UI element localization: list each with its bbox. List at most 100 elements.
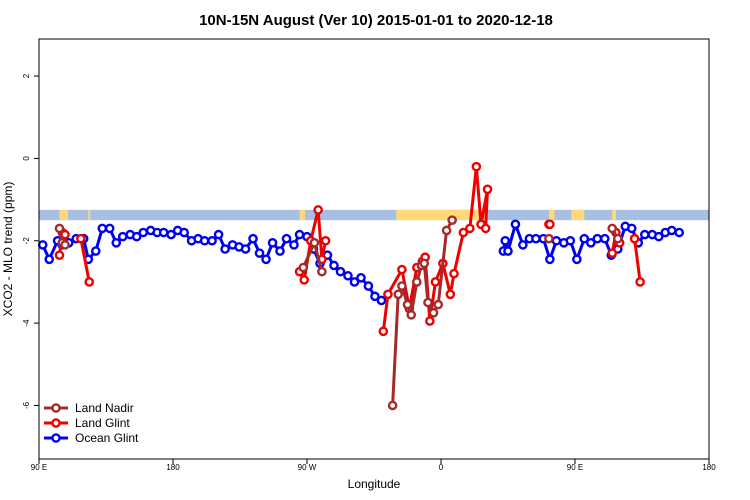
ocean-glint-point [254,248,265,258]
land-span-1 [88,209,91,221]
ocean-glint-point [356,273,366,283]
land-nadir-point [402,299,413,310]
land-nadir-point [393,289,403,300]
land-glint-point [635,277,645,287]
x-tick-label: 180 [702,463,716,472]
ocean-glint-point [551,235,562,246]
series-layer [37,161,685,411]
land-nadir-point [441,225,452,236]
y-axis-label: XCO2 - MLO trend (ppm) [1,182,15,317]
ocean-glint-point [626,223,637,234]
ocean-glint-point [565,235,576,246]
x-tick-label: 0 [439,463,444,472]
ocean-glint-point [131,231,142,242]
ocean-glint-point [240,244,251,254]
land-glint-point [84,277,95,287]
ocean-glint-point [674,227,685,238]
land-nadir-segment-4 [607,223,623,244]
land-glint-point [482,184,493,195]
y-tick-label: -4 [22,319,31,327]
land-span-3 [396,209,488,221]
land-nadir-point [397,281,407,291]
land-span-6 [612,209,616,221]
x-tick-label: 90 E [31,463,47,472]
ocean-glint-point [179,227,189,238]
land-glint-line [633,238,642,283]
land-nadir-point [54,223,65,234]
ocean-glint-point [363,281,374,291]
legend-entry: Land Nadir [44,401,134,415]
y-axis: 2 0 -2 -4 -6 [22,73,39,409]
ocean-glint-point [294,229,305,240]
y-tick-label: -6 [22,401,31,409]
land-nadir-line [391,219,454,406]
ocean-glint-point [335,266,346,277]
ocean-glint-point [213,229,224,240]
ocean-glint-point [289,240,299,250]
land-nadir-point [428,308,439,318]
land-glint-point [430,277,441,287]
legend-marker [51,433,61,443]
ocean-glint-point [281,233,292,244]
x-tick-label: 180 [166,463,180,472]
ocean-glint-point [37,240,48,250]
chart-title: 10N-15N August (Ver 10) 2015-01-01 to 20… [199,12,553,29]
land-glint-point [313,205,323,215]
land-glint-segment-1 [76,233,95,287]
land-nadir-point [317,266,327,277]
land-nadir-segment-0 [54,223,70,250]
ocean-glint-point [592,233,603,244]
land-nadir-point [387,400,398,411]
legend-entry: Ocean Glint [44,431,139,445]
legend-label: Ocean Glint [75,431,139,445]
land-span-5 [571,209,585,221]
ocean-glint-point [376,295,387,306]
ocean-glint-point [510,219,521,230]
ocean-glint-point [370,291,380,302]
x-axis-label: Longitude [348,477,401,491]
ocean-glint-point [545,254,555,265]
land-nadir-point [412,277,422,287]
ocean-glint-point [111,238,122,248]
y-tick-label: 0 [22,156,31,161]
ocean-glint-point [44,254,55,265]
ocean-glint-point [518,240,528,250]
ocean-glint-segment-1 [498,219,685,265]
land-nadir-point [447,215,457,225]
legend-label: Land Nadir [75,401,134,415]
ocean-band [39,209,709,221]
land-glint-point [378,326,389,337]
land-nadir-point [298,262,309,273]
land-span-0 [59,209,68,221]
land-glint-point [383,289,393,300]
land-nadir-point [613,233,623,244]
ocean-glint-point [117,231,128,242]
land-nadir-point [60,240,70,250]
ocean-glint-point [599,233,610,244]
ocean-glint-point [261,254,271,265]
y-tick-label: -2 [22,237,31,245]
ocean-glint-point [104,223,115,234]
land-nadir-point [607,223,618,234]
ocean-glint-point [90,246,101,256]
ocean-glint-point [586,238,596,248]
land-glint-point [445,289,456,300]
land-nadir-point [544,233,554,244]
ocean-glint-point [166,229,176,240]
x-axis: 90 E 180 90 W 0 90 E 180 [31,459,716,472]
ocean-glint-point [500,235,511,246]
land-nadir-point [433,299,444,310]
land-glint-point [465,223,475,234]
legend-entry: Land Glint [44,416,130,430]
land-glint-point [76,233,86,244]
land-glint-point [545,219,555,230]
land-glint-segment-6 [629,233,645,287]
ocean-glint-point [572,254,582,265]
legend-marker [51,403,61,413]
x-tick-label: 90 E [567,463,583,472]
land-nadir-segment-1 [298,238,327,277]
land-glint-point [299,275,310,285]
ocean-glint-point [503,246,513,256]
land-span-4 [548,209,555,221]
